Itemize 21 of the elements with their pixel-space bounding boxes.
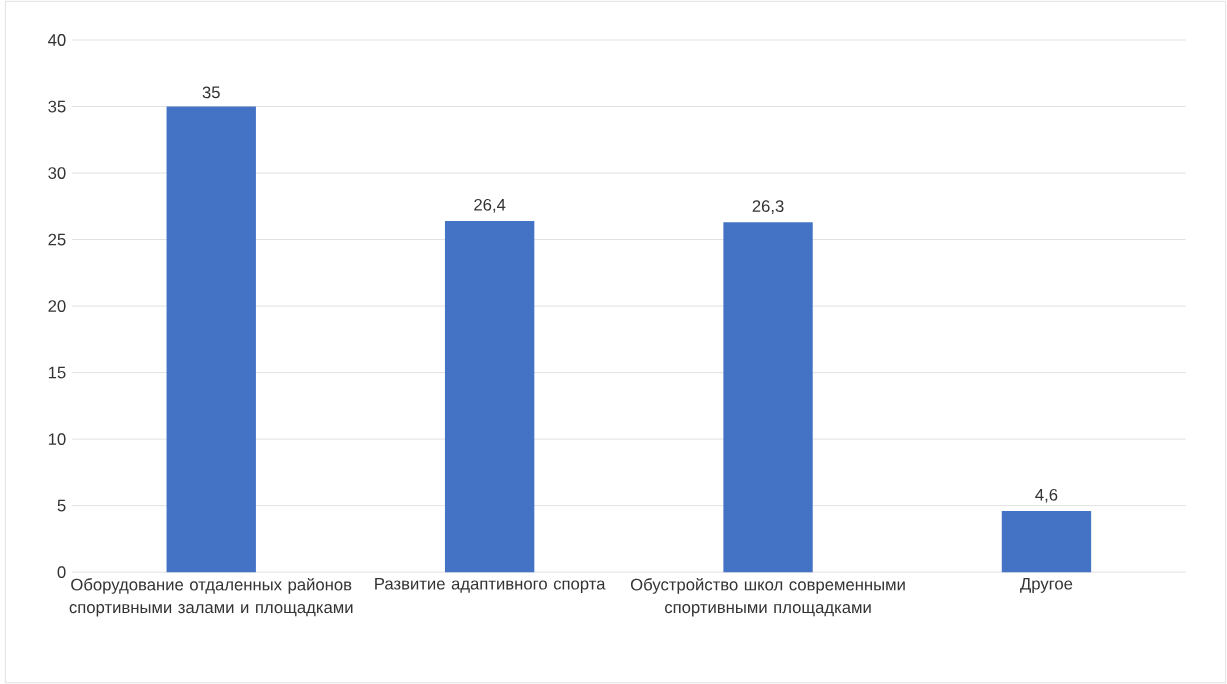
x-tick-label: Обустройство школ современными спортивными площадками bbox=[630, 577, 905, 617]
y-tick-label: 5 bbox=[57, 499, 66, 512]
y-tick-label: 40 bbox=[48, 34, 66, 46]
bar bbox=[166, 106, 256, 573]
data-label: 26,4 bbox=[474, 198, 506, 213]
data-label: 4,6 bbox=[1035, 488, 1058, 503]
y-tick-label: 30 bbox=[48, 167, 66, 179]
y-tick-label: 35 bbox=[48, 100, 66, 113]
y-tick-label: 0 bbox=[57, 566, 66, 578]
data-label: 26,3 bbox=[752, 200, 784, 214]
bar bbox=[444, 220, 535, 573]
x-tick-label: Развитие адаптивного спорта bbox=[375, 577, 606, 593]
x-tick-label: Оборудование отдаленных районов спортивными залами и площадками bbox=[69, 577, 353, 617]
y-tick-label: 20 bbox=[48, 300, 66, 312]
bar bbox=[723, 222, 813, 573]
y-tick-label: 15 bbox=[48, 366, 66, 379]
x-tick-label: Другое bbox=[1020, 577, 1073, 593]
data-label: 35 bbox=[202, 86, 220, 99]
y-tick-label: 10 bbox=[48, 433, 66, 445]
y-tick-label: 25 bbox=[48, 233, 66, 246]
bar bbox=[1001, 510, 1092, 573]
